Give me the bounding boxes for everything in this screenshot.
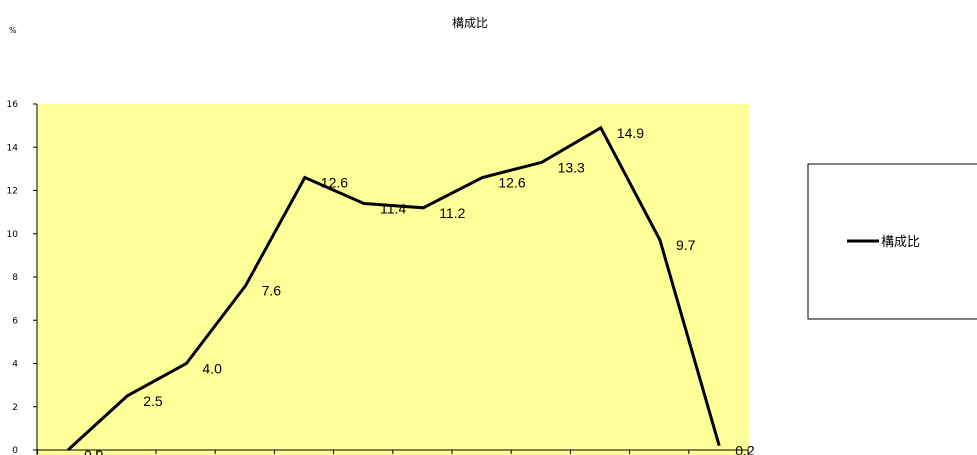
y-tick-label: 0 xyxy=(12,446,18,455)
y-axis-unit: % xyxy=(9,26,17,35)
series-line-group xyxy=(66,125,721,452)
y-tick-label: 12 xyxy=(7,187,18,197)
y-tick-label: 2 xyxy=(12,403,18,413)
y-tick-label: 4 xyxy=(12,360,18,370)
y-axis: 0 2 4 6 8 10 12 14 16 xyxy=(7,100,38,455)
legend-label: 構成比 xyxy=(881,235,920,250)
data-label: 11.4 xyxy=(380,200,406,216)
data-label: 7.6 xyxy=(262,283,282,299)
legend: 構成比 xyxy=(807,163,977,320)
y-tick-label: 14 xyxy=(7,143,19,153)
data-label: 0.0 xyxy=(84,447,104,455)
legend-box xyxy=(807,163,977,320)
chart-title: 構成比 xyxy=(452,16,488,30)
data-label: 12.6 xyxy=(498,175,525,191)
y-tick-label: 10 xyxy=(7,230,19,240)
data-label: 2.5 xyxy=(143,393,163,409)
y-tick-label: 6 xyxy=(12,316,18,326)
series-line xyxy=(66,125,721,452)
y-tick-label: 16 xyxy=(7,100,19,110)
data-labels: 0.0 2.5 4.0 7.6 12.6 11.4 11.2 12.6 13.3 14.9 9.7 0… xyxy=(84,125,755,455)
data-label: 4.0 xyxy=(202,361,222,377)
data-label: 9.7 xyxy=(676,237,696,253)
data-label: 12.6 xyxy=(321,175,348,191)
data-label: 11.2 xyxy=(439,205,465,221)
data-label: 14.9 xyxy=(617,125,644,141)
x-axis xyxy=(37,449,749,454)
y-tick-label: 8 xyxy=(12,273,18,283)
data-label: 0.2 xyxy=(735,443,755,455)
plot-area xyxy=(37,104,749,455)
data-label: 13.3 xyxy=(558,159,585,175)
